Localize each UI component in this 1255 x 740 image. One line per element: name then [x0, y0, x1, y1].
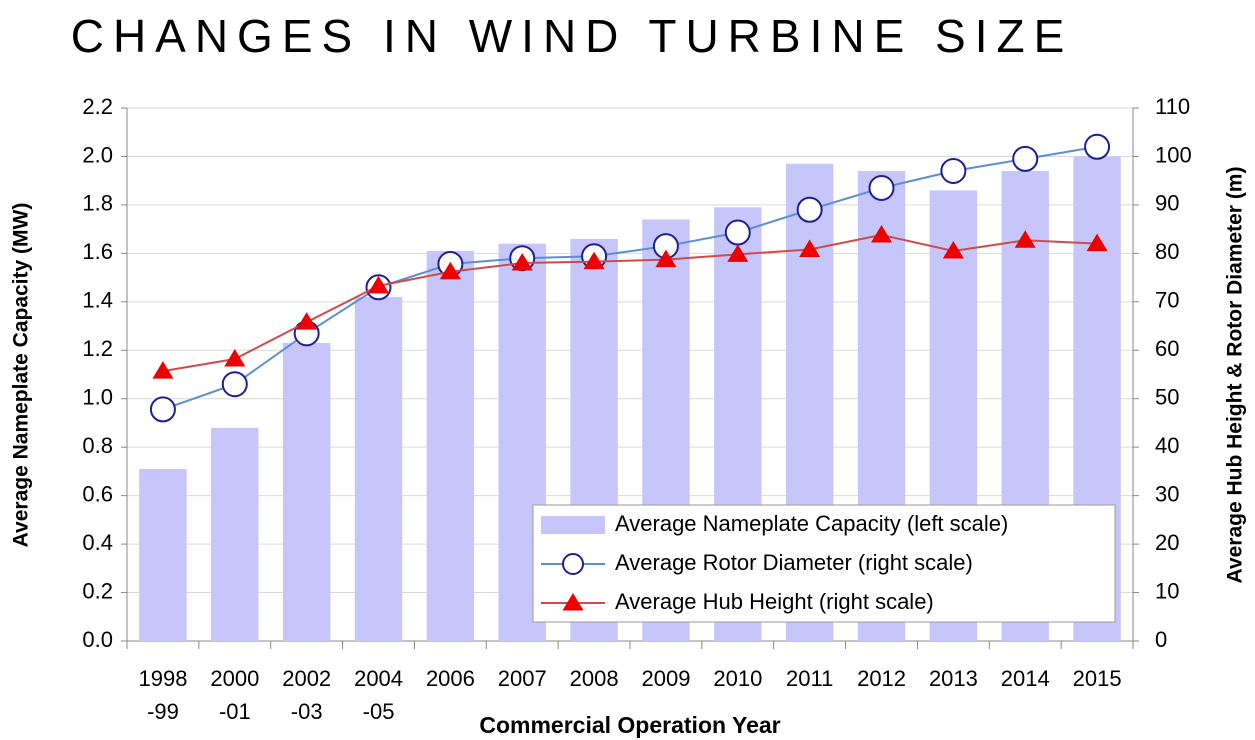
y-tick-label: 1.4	[82, 288, 113, 313]
rotor-marker	[221, 371, 248, 398]
rotor-marker	[940, 157, 967, 184]
y2-tick-label: 90	[1155, 191, 1179, 216]
y-tick-label: 1.2	[82, 336, 113, 361]
x-tick-label: 2011	[786, 666, 834, 691]
y2-tick-label: 30	[1155, 481, 1179, 506]
y2-tick-label: 50	[1155, 385, 1179, 410]
y2-tick-label: 10	[1155, 578, 1179, 603]
x-tick-label: 2007	[497, 666, 547, 691]
legend-label: Average Hub Height (right scale)	[615, 589, 934, 614]
bar	[354, 296, 403, 641]
y-tick-label: 0.8	[82, 433, 113, 458]
hub-marker	[152, 361, 174, 379]
hub-marker	[1086, 233, 1108, 252]
y-axis-label: Average Nameplate Capacity (MW)	[10, 203, 33, 548]
x-axis-label: Commercial Operation Year	[479, 712, 780, 738]
x-tick-label: 2010	[713, 666, 763, 691]
hub-marker	[655, 249, 677, 268]
legend-label: Average Nameplate Capacity (left scale)	[615, 511, 1008, 536]
rotor-marker	[1012, 145, 1039, 172]
x-tick-label: 1998 -99	[138, 666, 188, 724]
rotor-marker	[796, 196, 823, 223]
y-tick-label: 1.8	[82, 191, 113, 216]
y2-axis-label: Average Hub Height & Rotor Diameter (m)	[1224, 167, 1247, 584]
x-tick-label: 2012	[857, 666, 907, 691]
hub-marker	[511, 253, 533, 271]
legend-label: Average Rotor Diameter (right scale)	[615, 550, 973, 575]
hub-marker	[224, 348, 246, 367]
legend-marker	[562, 593, 584, 611]
x-tick-label: 2006	[425, 666, 475, 691]
y-tick-label: 1.0	[82, 385, 113, 410]
rotor-marker	[724, 219, 751, 246]
y2-tick-label: 70	[1155, 288, 1179, 313]
bar	[211, 427, 259, 641]
x-tick-label: 2004 -05	[354, 666, 404, 724]
legend-box	[532, 504, 1116, 623]
hub-marker	[799, 239, 821, 257]
y-tick-label: 1.6	[82, 239, 113, 264]
y2-tick-label: 40	[1155, 433, 1179, 458]
x-tick-label: 2009	[641, 666, 691, 691]
x-tick-label: 2015	[1072, 666, 1122, 691]
bar	[282, 343, 331, 641]
y2-tick-label: 0	[1155, 627, 1167, 652]
hub-marker	[583, 251, 605, 270]
y-tick-label: 0.0	[82, 627, 113, 652]
hub-marker	[296, 312, 318, 330]
y2-tick-label: 60	[1155, 336, 1179, 361]
hub-marker	[871, 224, 892, 243]
y2-tick-label: 80	[1155, 239, 1179, 264]
bar	[139, 468, 187, 641]
y-tick-label: 2.0	[82, 142, 113, 167]
hub-marker	[368, 275, 389, 294]
hub-marker	[727, 244, 749, 262]
legend-marker	[562, 553, 584, 575]
rotor-marker	[868, 174, 895, 201]
x-tick-label: 2008	[569, 666, 619, 691]
hub-marker	[439, 261, 461, 280]
y-tick-label: 0.6	[82, 481, 113, 506]
y-tick-label: 0.4	[82, 530, 113, 555]
bar	[426, 250, 475, 641]
rotor-marker	[149, 396, 176, 423]
y2-tick-label: 20	[1155, 530, 1179, 555]
chart-title: CHANGES IN WIND TURBINE SIZE	[71, 10, 1074, 62]
x-tick-label: 2000 -01	[210, 666, 260, 724]
legend-swatch	[541, 516, 605, 534]
y-tick-label: 0.2	[82, 578, 113, 603]
line	[162, 233, 1098, 373]
hub-marker	[1014, 230, 1036, 248]
y2-tick-label: 110	[1155, 94, 1190, 119]
hub-marker	[942, 240, 964, 259]
y2-tick-label: 100	[1155, 142, 1192, 167]
x-tick-label: 2002 -03	[282, 666, 332, 724]
rotor-marker	[1084, 133, 1111, 160]
y-tick-label: 2.2	[82, 94, 113, 119]
x-tick-label: 2014	[1000, 666, 1050, 691]
x-tick-label: 2013	[928, 666, 978, 691]
